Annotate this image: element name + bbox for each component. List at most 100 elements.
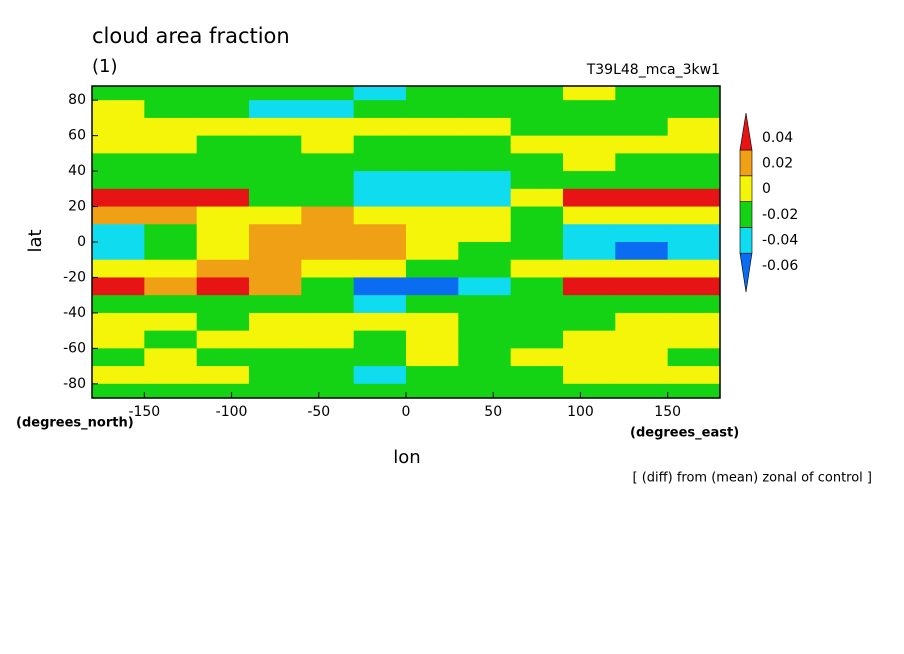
field-cell	[353, 259, 407, 278]
field-cell	[667, 135, 721, 154]
field-cell	[667, 206, 721, 225]
y-axis-label: lat	[25, 229, 46, 252]
field-cell	[615, 348, 669, 367]
x-tick-label: -150	[128, 404, 160, 420]
field-cell	[458, 242, 512, 261]
field-cell	[615, 224, 669, 243]
field-cell	[353, 224, 407, 243]
colorbar-box	[739, 149, 753, 177]
field-cell	[510, 259, 564, 278]
field-cell	[615, 330, 669, 349]
colorbar-label: 0.02	[762, 156, 793, 172]
field-cell	[301, 171, 355, 190]
field-cell	[196, 153, 250, 172]
field-cell	[353, 86, 407, 101]
field-cell	[563, 366, 616, 385]
field-cell	[249, 86, 302, 101]
field-cell	[249, 242, 302, 261]
field-cell	[301, 366, 355, 385]
field-cell	[458, 135, 512, 154]
field-cell	[353, 135, 407, 154]
field-cell	[667, 383, 721, 399]
y-tick-label: -40	[63, 305, 86, 321]
field-cell	[196, 348, 250, 367]
field-cell	[510, 277, 564, 296]
chart-subtitle: (1)	[92, 56, 118, 77]
field-cell	[667, 330, 721, 349]
field-cell	[406, 295, 459, 314]
y-tick-label: -60	[63, 340, 86, 356]
field-cell	[196, 295, 250, 314]
field-cell	[92, 224, 145, 243]
field-cell	[615, 135, 669, 154]
field-cell	[92, 206, 145, 225]
field-cell	[563, 259, 616, 278]
field-cell	[615, 277, 669, 296]
field-cell	[458, 312, 512, 332]
field	[92, 86, 721, 399]
field-cell	[406, 100, 459, 119]
field-cell	[667, 188, 721, 208]
field-cell	[196, 86, 250, 101]
field-cell	[615, 242, 669, 261]
field-cell	[510, 117, 564, 137]
field-cell	[615, 171, 669, 190]
field-cell	[92, 348, 145, 367]
field-cell	[406, 242, 459, 261]
note: [ (diff) from (mean) zonal of control ]	[633, 471, 872, 486]
field-cell	[249, 366, 302, 385]
field-cell	[353, 330, 407, 349]
field-cell	[301, 224, 355, 243]
field-cell	[92, 366, 145, 385]
field-cell	[406, 188, 459, 208]
field-cell	[458, 100, 512, 119]
field-cell	[196, 135, 250, 154]
field-cell	[92, 242, 145, 261]
colorbar-label: 0	[762, 181, 771, 197]
field-cell	[458, 188, 512, 208]
field-cell	[249, 259, 302, 278]
run-label: T39L48_mca_3kw1	[586, 62, 720, 78]
field-cell	[249, 188, 302, 208]
field-cell	[301, 295, 355, 314]
field-cell	[615, 188, 669, 208]
field-cell	[563, 383, 616, 399]
field-cell	[249, 117, 302, 137]
field-cell	[92, 312, 145, 332]
field-cell	[144, 153, 198, 172]
field-cell	[249, 277, 302, 296]
field-cell	[615, 259, 669, 278]
field-cell	[92, 295, 145, 314]
field-cell	[301, 188, 355, 208]
x-unit: (degrees_east)	[630, 426, 739, 441]
field-cell	[563, 171, 616, 190]
y-tick-label: 60	[68, 128, 86, 144]
field-cell	[196, 188, 250, 208]
field-cell	[563, 86, 616, 101]
field-cell	[563, 348, 616, 367]
field-cell	[406, 224, 459, 243]
field-cell	[301, 383, 355, 399]
field-cell	[510, 295, 564, 314]
field-cell	[301, 277, 355, 296]
field-cell	[92, 135, 145, 154]
field-cell	[563, 295, 616, 314]
field-cell	[406, 86, 459, 101]
field-cell	[92, 259, 145, 278]
field-cell	[406, 135, 459, 154]
field-cell	[406, 206, 459, 225]
field-cell	[249, 330, 302, 349]
field-cell	[301, 312, 355, 332]
field-cell	[667, 277, 721, 296]
y-tick-label: 20	[68, 199, 86, 215]
field-cell	[667, 86, 721, 101]
field-cell	[144, 295, 198, 314]
field-cell	[249, 348, 302, 367]
field-cell	[406, 259, 459, 278]
field-cell	[353, 206, 407, 225]
field-cell	[196, 171, 250, 190]
field-cell	[196, 312, 250, 332]
field-cell	[353, 383, 407, 399]
field-cell	[406, 312, 459, 332]
field-cell	[144, 312, 198, 332]
